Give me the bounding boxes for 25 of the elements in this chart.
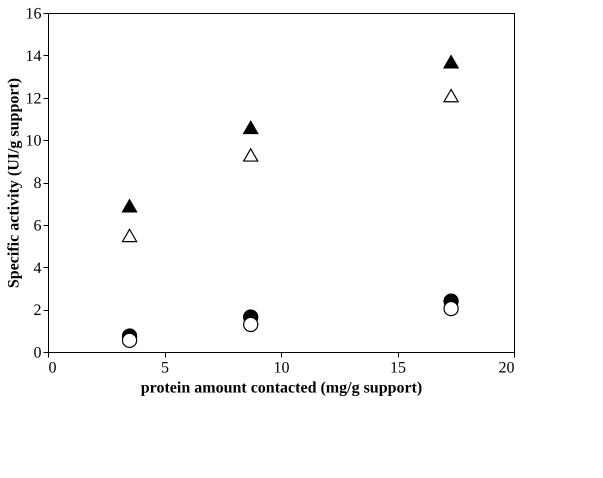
y-axis-title: Specific activity (UI/g support) <box>6 78 22 288</box>
point <box>443 88 459 102</box>
x-axis-title: protein amount contacted (mg/g support) <box>140 380 422 396</box>
x-tick-label: 5 <box>161 360 169 376</box>
x-tick-label: 20 <box>498 360 514 376</box>
y-tick-label: 10 <box>26 132 42 150</box>
y-tick-label: 8 <box>34 175 42 192</box>
point <box>122 228 138 242</box>
x-tick-label: 10 <box>274 360 290 376</box>
point <box>122 332 138 348</box>
point <box>243 316 258 332</box>
y-tick-label: 6 <box>34 217 42 234</box>
point <box>443 300 459 316</box>
y-tick-label: 2 <box>34 302 42 320</box>
point <box>443 55 459 68</box>
x-tick-label: 0 <box>48 360 56 376</box>
x-tick-label: 15 <box>390 360 406 376</box>
point <box>243 120 258 134</box>
point <box>243 148 258 162</box>
point <box>122 199 138 213</box>
y-tick-label: 12 <box>26 90 42 108</box>
y-tick-label: 4 <box>34 260 42 277</box>
y-tick-label: 14 <box>26 48 42 65</box>
y-tick-label: 16 <box>26 6 42 22</box>
y-tick-label: 0 <box>34 344 42 362</box>
